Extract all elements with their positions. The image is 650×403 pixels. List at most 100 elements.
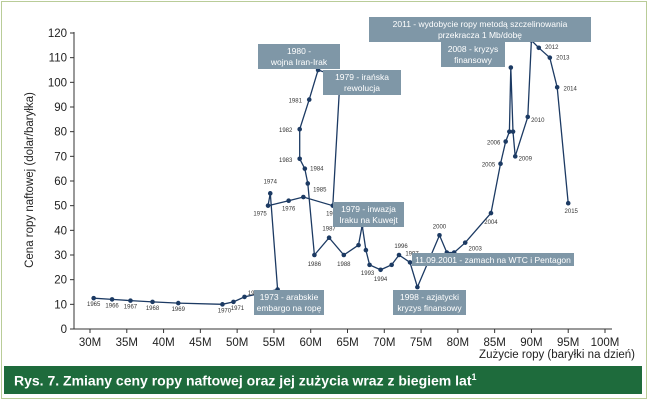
- data-point: [488, 210, 494, 216]
- y-tick-label: 10: [54, 299, 67, 311]
- year-label: 1986: [308, 262, 322, 268]
- data-point: [367, 262, 372, 268]
- x-tick-label: 45M: [189, 337, 211, 349]
- annotation-text: rewolucja: [344, 83, 380, 93]
- x-tick-label: 100M: [591, 337, 620, 349]
- data-point: [507, 129, 512, 134]
- x-tick-label: 85M: [483, 337, 505, 349]
- year-label: 2014: [563, 86, 577, 92]
- annotation-text: 1973 - arabskie: [260, 292, 319, 302]
- annotation-box: [258, 44, 340, 69]
- data-point: [356, 242, 361, 248]
- annotation-text: embargo na ropę: [257, 303, 322, 313]
- figure-caption: Rys. 7. Zmiany ceny ropy naftowej oraz j…: [14, 371, 477, 389]
- x-tick-label: 95M: [557, 337, 579, 349]
- annotation-text: 1979 - inwazja: [341, 204, 396, 214]
- x-tick-label: 90M: [520, 337, 542, 349]
- year-label: 2013: [556, 56, 570, 62]
- data-point: [306, 97, 312, 102]
- x-tick-label: 40M: [152, 337, 174, 349]
- data-point: [242, 294, 247, 300]
- data-point: [231, 299, 236, 305]
- annotation-box: [323, 70, 401, 95]
- x-tick-label: 60M: [300, 337, 322, 349]
- year-label: 1982: [279, 128, 293, 134]
- year-label: 1966: [105, 303, 119, 309]
- y-tick-label: 120: [48, 28, 67, 40]
- data-point: [150, 299, 155, 305]
- y-tick-label: 70: [54, 151, 67, 163]
- x-tick-label: 30M: [79, 337, 101, 349]
- data-point: [305, 181, 311, 186]
- data-point: [326, 235, 332, 241]
- data-point: [341, 252, 347, 258]
- annotation-text: finansowy: [454, 55, 493, 65]
- year-label: 2005: [482, 163, 496, 169]
- annotation-box: [441, 42, 505, 67]
- x-tick-label: 50M: [226, 337, 248, 349]
- caption-bar: Rys. 7. Zmiany ceny ropy naftowej oraz j…: [4, 366, 642, 394]
- annotation-box: [369, 17, 591, 42]
- data-point: [128, 298, 133, 303]
- series-line: [93, 38, 569, 305]
- y-tick-label: 30: [54, 250, 67, 262]
- x-ticks: 30M 35M 40M 45M 50M 55M 60M 65M 70M 75M 80M 85M 90M 9…: [79, 329, 620, 349]
- data-point: [297, 156, 302, 162]
- year-label: 2003: [469, 247, 483, 253]
- caption-footnote-mark: 1: [471, 371, 477, 382]
- y-ticks: 0 10 20 30 40 50 60 70 80 90 100 110 120: [48, 28, 74, 336]
- data-point: [389, 262, 394, 268]
- data-point: [510, 129, 516, 134]
- data-point: [525, 114, 531, 120]
- x-tick-label: 70M: [373, 337, 395, 349]
- data-point: [267, 191, 273, 196]
- year-label: 1996: [394, 244, 408, 250]
- data-point: [109, 297, 115, 302]
- data-point: [437, 232, 442, 238]
- data-point: [302, 166, 308, 171]
- year-label: 1993: [361, 271, 375, 277]
- data-point: [220, 302, 225, 307]
- annotation-box: [254, 290, 324, 315]
- annotation-text: 1980 -: [287, 46, 311, 56]
- year-label: 1969: [172, 307, 186, 313]
- y-tick-label: 80: [54, 127, 67, 139]
- data-point: [565, 200, 571, 206]
- data-point: [363, 247, 369, 253]
- annotation-text: 1979 - irańska: [335, 72, 389, 82]
- year-label: 1985: [313, 187, 327, 193]
- x-tick-label: 65M: [336, 337, 358, 349]
- y-tick-label: 90: [54, 102, 67, 114]
- annotations: 1980 -wojna Iran-Irak 1979 - irańskarewol…: [254, 17, 591, 315]
- annotation-text: Iraku na Kuwejt: [339, 215, 398, 225]
- year-label: 2012: [545, 45, 559, 51]
- year-label: 1988: [337, 262, 351, 268]
- year-label: 1987: [322, 227, 336, 233]
- year-label: 1974: [264, 179, 278, 185]
- y-tick-label: 0: [61, 324, 67, 336]
- year-label: 1976: [282, 207, 296, 213]
- data-point: [175, 300, 181, 306]
- data-point: [297, 126, 302, 132]
- data-point: [378, 267, 383, 273]
- y-tick-label: 110: [49, 53, 67, 65]
- data-point: [286, 198, 291, 204]
- y-tick-label: 100: [48, 77, 67, 89]
- annotation-box: [393, 290, 466, 315]
- annotation-text: 11.09.2001 - zamach na WTC i Pentagon: [415, 255, 571, 265]
- year-label: 2015: [565, 209, 579, 215]
- y-tick-label: 40: [54, 225, 67, 237]
- annotation-box: [333, 202, 404, 227]
- year-label: 1971: [231, 306, 245, 312]
- data-point: [301, 194, 306, 200]
- data-point: [503, 139, 508, 144]
- y-axis-label: Cena ropy naftowej (dolar/baryłka): [24, 92, 36, 268]
- annotation-text: 1998 - azjatycki: [400, 292, 459, 302]
- data-point: [407, 260, 413, 265]
- x-tick-label: 80M: [447, 337, 469, 349]
- year-label: 1994: [374, 277, 388, 283]
- data-point: [512, 154, 518, 159]
- y-tick-label: 50: [54, 201, 67, 213]
